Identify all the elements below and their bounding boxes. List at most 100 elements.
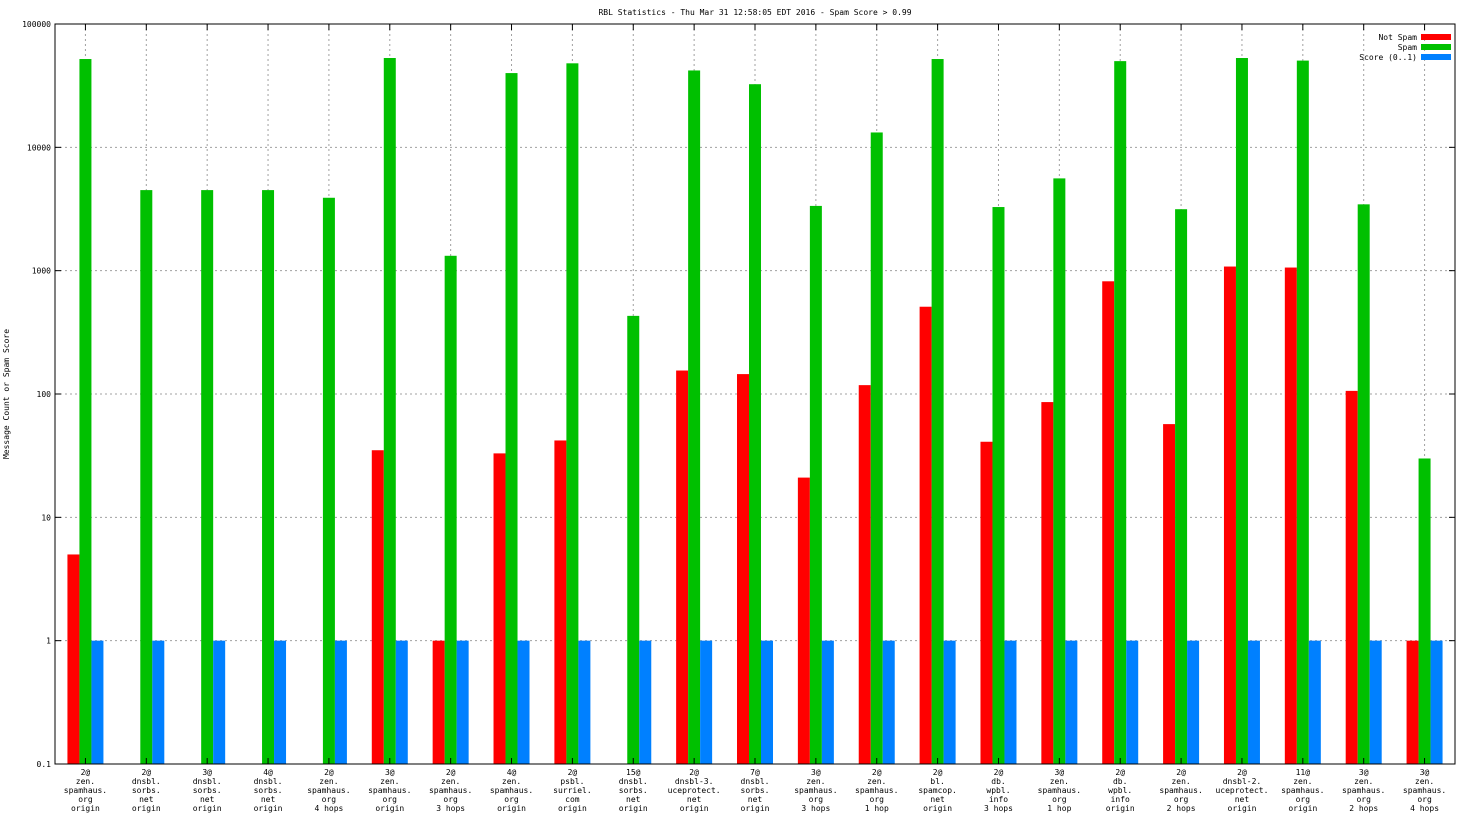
x-tick-label: 1 hop [1047, 804, 1071, 813]
spam-bar [749, 84, 761, 764]
x-tick-label: spamcop. [918, 786, 957, 795]
score-bar [882, 640, 895, 764]
x-tick-label: 2@ [141, 768, 151, 777]
x-tick-label: org [443, 795, 458, 804]
chart-title: RBL Statistics - Thu Mar 31 12:58:05 EDT… [598, 8, 911, 17]
score-bar [639, 640, 652, 764]
x-tick-label: zen. [502, 777, 521, 786]
score-bar [700, 640, 713, 764]
score-bar [91, 640, 104, 764]
legend-entry-label: Spam [1398, 43, 1417, 52]
x-tick-label: 3 hops [984, 804, 1013, 813]
x-tick-label: 4@ [263, 768, 273, 777]
not-spam-bar [858, 385, 871, 764]
x-tick-label: origin [497, 804, 526, 813]
x-tick-label: 3@ [811, 768, 821, 777]
not-spam-bar [67, 554, 80, 764]
x-tick-label: origin [1228, 804, 1257, 813]
x-tick-label: origin [71, 804, 100, 813]
x-tick-label: com [565, 795, 580, 804]
x-tick-label: 2@ [1176, 768, 1186, 777]
x-tick-label: 3 hops [436, 804, 465, 813]
spam-bar [444, 255, 457, 764]
x-tick-label: zen. [441, 777, 460, 786]
x-tick-label: org [383, 795, 398, 804]
x-tick-label: bl. [930, 777, 944, 786]
x-tick-label: zen. [1171, 777, 1190, 786]
x-tick-label: uceprotect. [1215, 786, 1268, 795]
x-tick-label: org [1174, 795, 1189, 804]
x-tick-label: spamhaus. [1342, 786, 1385, 795]
x-axis-labels: 2@zen.spamhaus.orgorigin2@dnsbl.sorbs.ne… [64, 24, 1446, 813]
legend-swatch [1421, 44, 1451, 50]
x-tick-label: origin [1106, 804, 1135, 813]
score-bar [1369, 640, 1382, 764]
x-tick-label: 2@ [689, 768, 699, 777]
x-tick-label: 2@ [872, 768, 882, 777]
spam-bar [1114, 61, 1127, 765]
x-tick-label: zen. [319, 777, 338, 786]
score-bar [1430, 640, 1443, 764]
x-tick-label: origin [741, 804, 770, 813]
x-tick-label: 1 hop [865, 804, 889, 813]
x-tick-label: wpbl. [986, 786, 1010, 795]
x-tick-label: origin [132, 804, 161, 813]
x-tick-label: surriel. [553, 786, 592, 795]
score-bar [821, 640, 834, 764]
x-tick-label: 3 hops [801, 804, 830, 813]
x-tick-label: origin [680, 804, 709, 813]
score-bar [1308, 640, 1321, 764]
spam-bar [201, 190, 214, 765]
x-tick-label: org [78, 795, 93, 804]
x-tick-label: 2@ [324, 768, 334, 777]
x-tick-label: db. [1113, 777, 1127, 786]
spam-bar [870, 132, 883, 765]
spam-bar [1418, 458, 1431, 764]
bars [67, 58, 1443, 765]
x-tick-label: sorbs. [741, 786, 770, 795]
x-tick-label: zen. [867, 777, 886, 786]
x-tick-label: spamhaus. [1038, 786, 1081, 795]
x-tick-label: origin [375, 804, 404, 813]
x-tick-label: origin [558, 804, 587, 813]
not-spam-bar [1223, 266, 1236, 764]
not-spam-bar [1345, 390, 1358, 764]
not-spam-bar [1102, 281, 1115, 764]
x-tick-label: net [200, 795, 215, 804]
score-bar [152, 640, 165, 764]
x-tick-label: 3@ [385, 768, 395, 777]
x-tick-label: sorbs. [193, 786, 222, 795]
score-bar [274, 640, 287, 764]
x-tick-label: dnsbl. [193, 777, 222, 786]
y-tick-label: 1000 [32, 267, 51, 276]
x-tick-label: org [1356, 795, 1371, 804]
y-axis-ticks: 0.1 1 10 100 1000 10000 100000 [22, 20, 1455, 769]
x-tick-label: spamhaus. [1159, 786, 1202, 795]
x-tick-label: 2@ [446, 768, 456, 777]
x-tick-label: dnsbl. [741, 777, 770, 786]
spam-bar [1296, 60, 1309, 765]
spam-bar [505, 73, 518, 764]
x-tick-label: origin [1288, 804, 1317, 813]
y-tick-label: 10000 [27, 143, 51, 152]
x-tick-label: org [809, 795, 824, 804]
score-bar [456, 640, 469, 764]
score-bar [761, 640, 773, 764]
x-tick-label: 2@ [1237, 768, 1247, 777]
x-tick-label: 4@ [507, 768, 517, 777]
x-tick-label: origin [193, 804, 222, 813]
not-spam-bar [919, 306, 932, 764]
x-tick-label: org [1052, 795, 1067, 804]
not-spam-bar [1284, 267, 1297, 764]
spam-bar [140, 190, 153, 765]
x-tick-label: spamhaus. [1403, 786, 1446, 795]
x-tick-label: 2 hops [1167, 804, 1196, 813]
spam-bar [688, 70, 701, 764]
score-bar [517, 640, 530, 764]
legend-swatch [1421, 54, 1451, 60]
x-tick-label: 2@ [933, 768, 943, 777]
not-spam-bar [1406, 640, 1419, 764]
x-tick-label: 7@ [750, 768, 760, 777]
x-tick-label: net [139, 795, 154, 804]
